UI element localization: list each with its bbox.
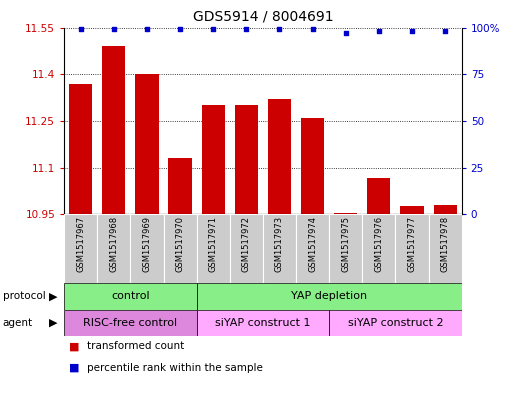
- Bar: [102, 46, 125, 214]
- Text: GSM1517974: GSM1517974: [308, 216, 317, 272]
- Bar: [196, 310, 329, 336]
- Bar: [64, 214, 97, 283]
- Bar: [367, 178, 390, 214]
- Bar: [268, 99, 291, 214]
- Text: GSM1517971: GSM1517971: [209, 216, 218, 272]
- Text: siYAP construct 1: siYAP construct 1: [215, 318, 311, 328]
- Bar: [196, 214, 230, 283]
- Point: [342, 30, 350, 36]
- Text: ■: ■: [69, 341, 80, 351]
- Point: [242, 26, 250, 33]
- Bar: [433, 205, 457, 214]
- Point: [209, 26, 218, 33]
- Bar: [362, 214, 396, 283]
- Bar: [235, 105, 258, 214]
- Point: [308, 26, 317, 33]
- Text: GSM1517973: GSM1517973: [275, 216, 284, 272]
- Bar: [263, 214, 296, 283]
- Bar: [329, 214, 362, 283]
- Bar: [296, 214, 329, 283]
- Bar: [130, 214, 164, 283]
- Bar: [164, 214, 196, 283]
- Title: GDS5914 / 8004691: GDS5914 / 8004691: [192, 9, 333, 24]
- Bar: [428, 214, 462, 283]
- Point: [143, 26, 151, 33]
- Bar: [202, 105, 225, 214]
- Text: ■: ■: [69, 363, 80, 373]
- Bar: [329, 310, 462, 336]
- Bar: [97, 214, 130, 283]
- Bar: [69, 84, 92, 214]
- Point: [408, 28, 416, 35]
- Point: [375, 28, 383, 35]
- Text: GSM1517977: GSM1517977: [407, 216, 417, 272]
- Bar: [196, 283, 462, 310]
- Text: protocol: protocol: [3, 291, 45, 301]
- Bar: [230, 214, 263, 283]
- Text: GSM1517967: GSM1517967: [76, 216, 85, 272]
- Text: siYAP construct 2: siYAP construct 2: [348, 318, 443, 328]
- Bar: [64, 310, 196, 336]
- Point: [176, 26, 184, 33]
- Bar: [396, 214, 428, 283]
- Bar: [401, 206, 424, 214]
- Point: [76, 26, 85, 33]
- Text: percentile rank within the sample: percentile rank within the sample: [87, 363, 263, 373]
- Text: GSM1517972: GSM1517972: [242, 216, 251, 272]
- Text: GSM1517968: GSM1517968: [109, 216, 119, 272]
- Text: GSM1517978: GSM1517978: [441, 216, 449, 272]
- Text: RISC-free control: RISC-free control: [83, 318, 177, 328]
- Bar: [135, 74, 159, 214]
- Text: GSM1517975: GSM1517975: [341, 216, 350, 272]
- Text: control: control: [111, 291, 150, 301]
- Bar: [334, 213, 358, 214]
- Text: ▶: ▶: [49, 291, 57, 301]
- Text: GSM1517970: GSM1517970: [175, 216, 185, 272]
- Text: GSM1517976: GSM1517976: [374, 216, 383, 272]
- Bar: [301, 118, 324, 214]
- Point: [275, 26, 284, 33]
- Point: [441, 28, 449, 35]
- Text: GSM1517969: GSM1517969: [143, 216, 151, 272]
- Text: transformed count: transformed count: [87, 341, 185, 351]
- Bar: [64, 283, 196, 310]
- Bar: [168, 158, 192, 214]
- Text: agent: agent: [3, 318, 33, 328]
- Point: [110, 26, 118, 33]
- Text: YAP depletion: YAP depletion: [291, 291, 367, 301]
- Text: ▶: ▶: [49, 318, 57, 328]
